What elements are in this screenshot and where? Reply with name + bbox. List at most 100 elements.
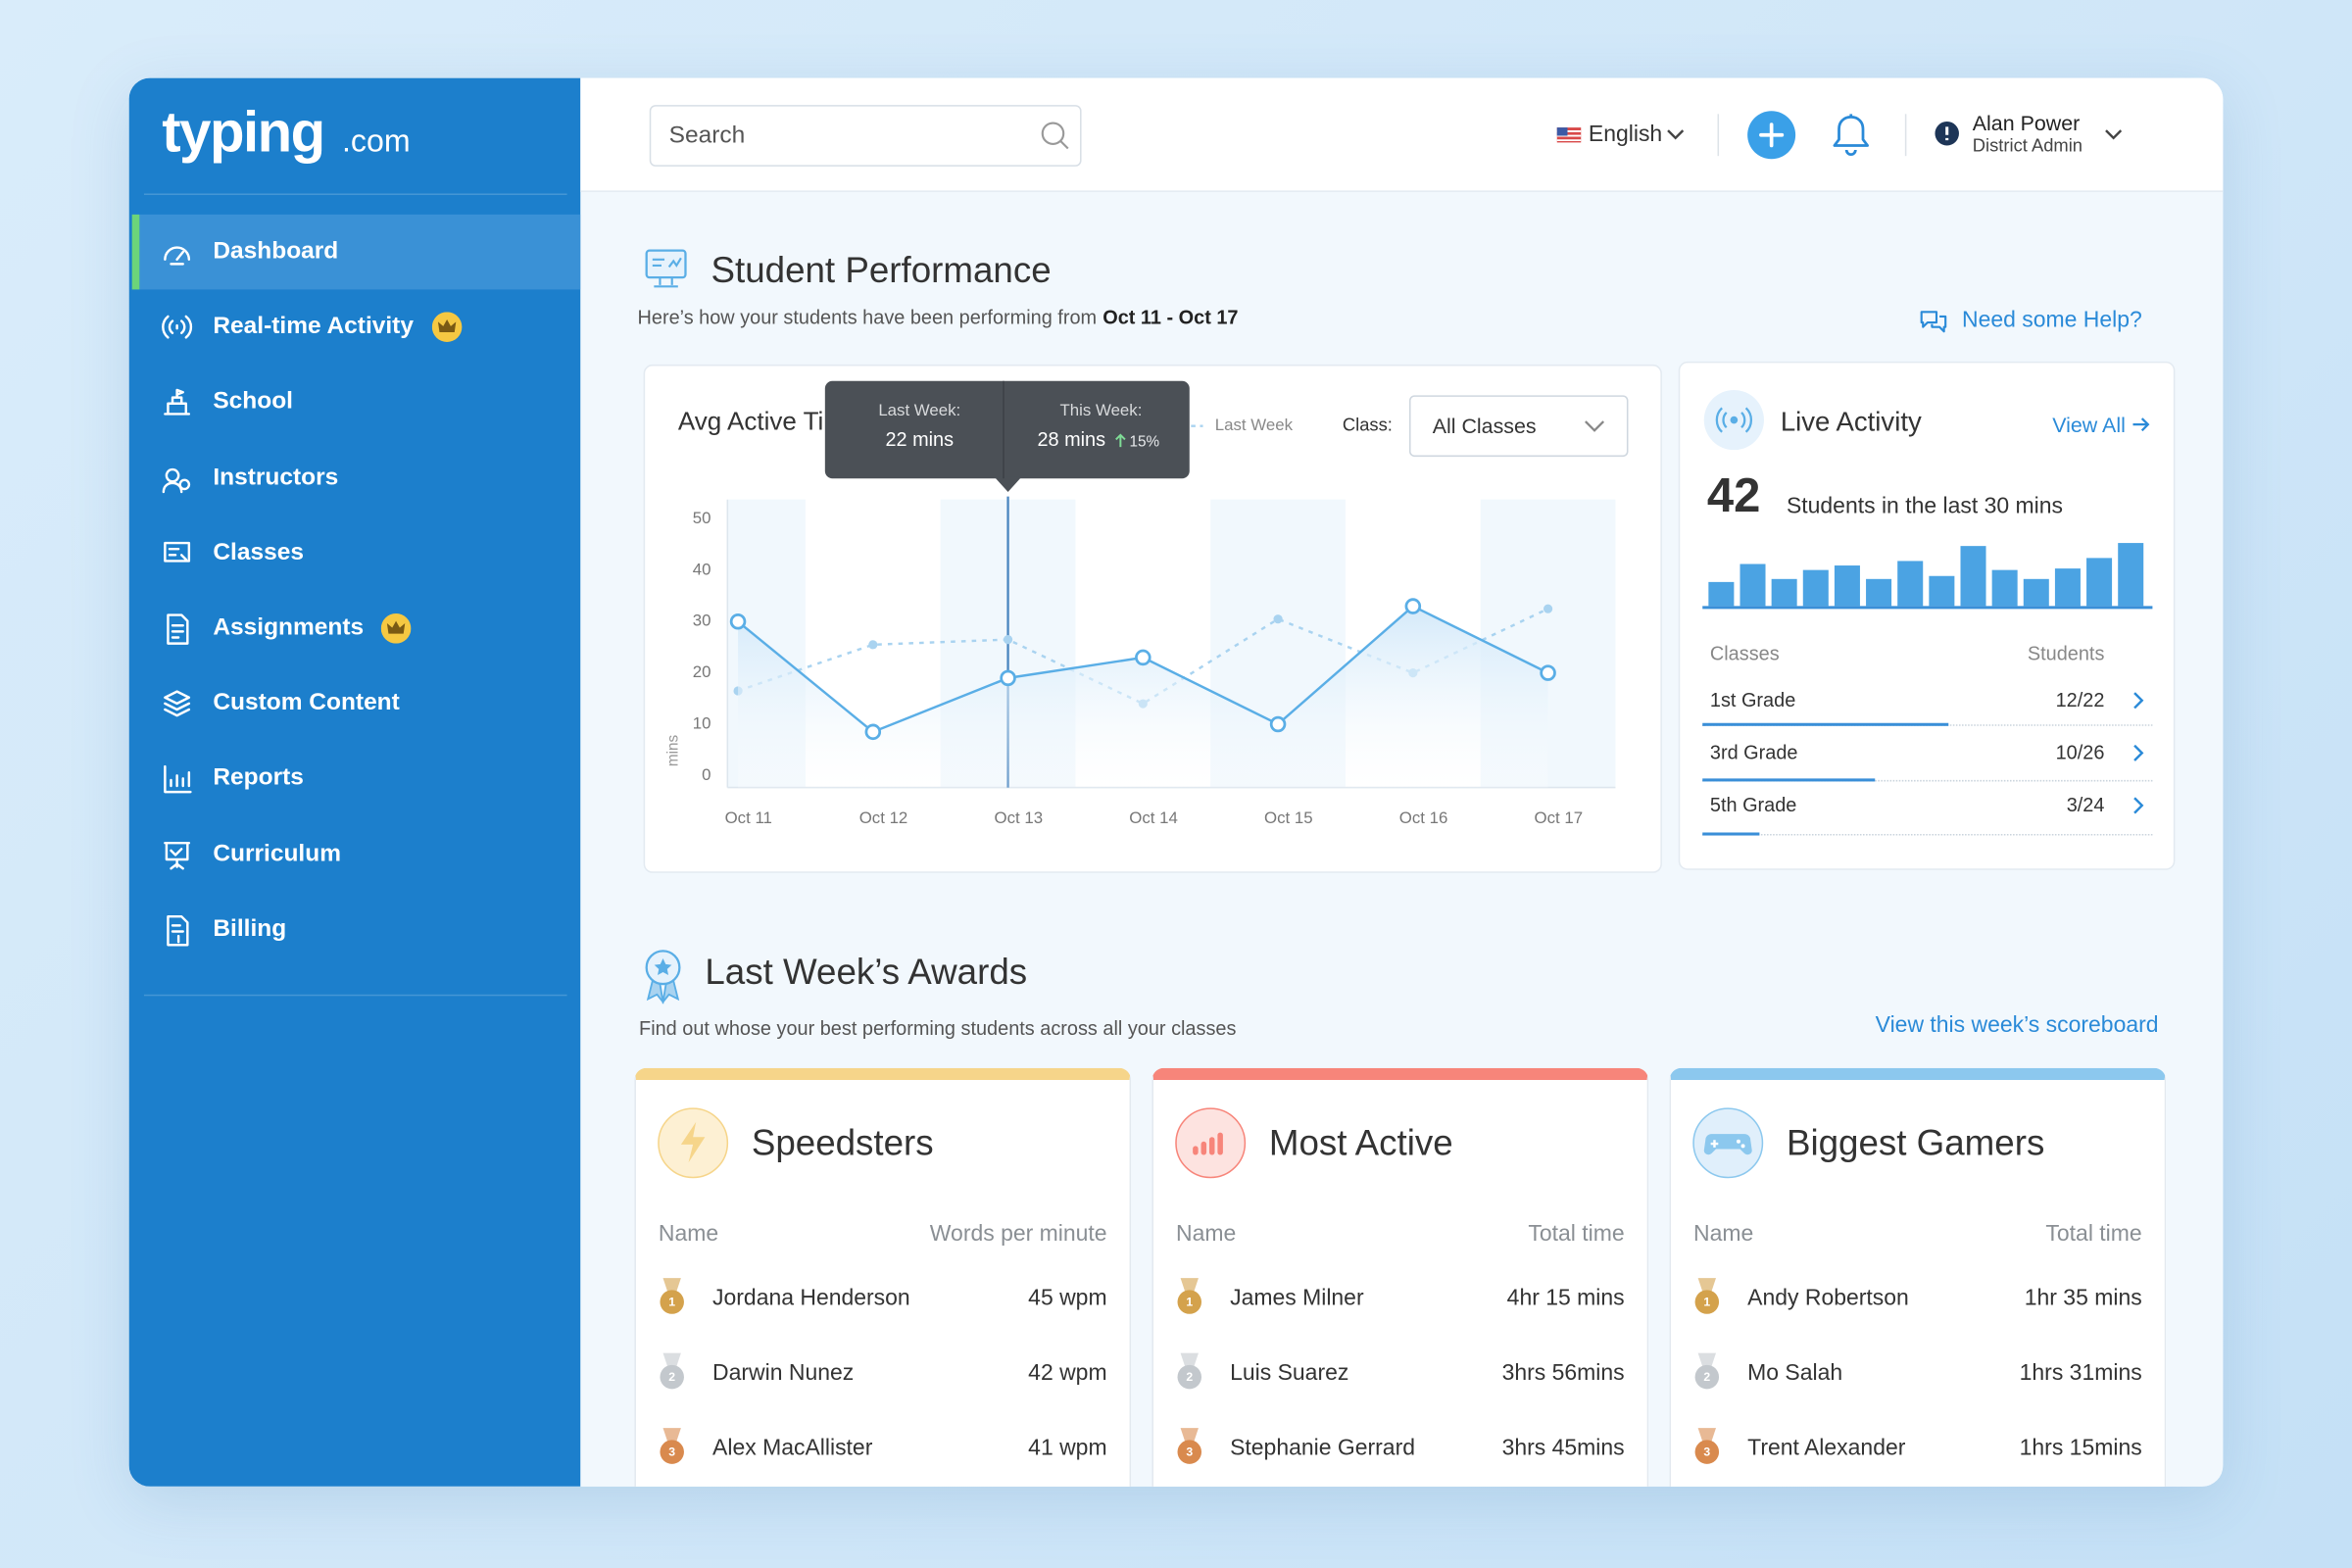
premium-badge xyxy=(381,613,413,644)
nav-item[interactable]: Dashboard xyxy=(139,214,581,290)
table-header: Students xyxy=(2027,642,2105,665)
icon-shape xyxy=(1193,1146,1199,1155)
icon-shape xyxy=(1703,1134,1752,1155)
activity-bar xyxy=(1740,564,1766,607)
data-point xyxy=(1543,604,1553,613)
activity-bar xyxy=(2023,578,2049,607)
nav-icon-shape xyxy=(164,389,191,416)
data-point xyxy=(868,640,878,650)
chevron-shape xyxy=(2133,797,2144,814)
student-name[interactable]: Mo Salah xyxy=(1747,1360,1843,1387)
medal-rank: 2 xyxy=(668,1370,675,1384)
data-point xyxy=(1540,664,1556,681)
notifications[interactable] xyxy=(1832,113,1871,158)
scoreboard-link[interactable]: View this week’s scoreboard xyxy=(1875,1012,2159,1039)
column-header: Name xyxy=(658,1220,719,1247)
activity-bars xyxy=(1702,543,2153,610)
help-icon xyxy=(1920,311,1947,333)
logo: typing xyxy=(162,102,325,166)
arrow-icon xyxy=(2132,417,2150,432)
user-name[interactable]: Alan Power xyxy=(1972,111,2081,135)
activity-bar xyxy=(1866,578,1892,607)
medal-disc xyxy=(1694,1364,1720,1390)
medal-disc xyxy=(660,1364,684,1390)
class-name[interactable]: 3rd Grade xyxy=(1709,741,1798,764)
icon-shape xyxy=(1208,1137,1215,1155)
class-name[interactable]: 5th Grade xyxy=(1709,793,1797,816)
student-name[interactable]: Jordana Henderson xyxy=(712,1285,910,1311)
live-count-label: Students in the last 30 mins xyxy=(1786,493,2064,519)
progress-track xyxy=(1702,779,2153,781)
medal: 2 xyxy=(660,1352,684,1390)
add-button[interactable] xyxy=(1747,111,1796,160)
nav-icon-shape xyxy=(162,316,193,339)
language[interactable]: English xyxy=(1588,121,1663,147)
activity-bar xyxy=(2054,568,2081,607)
nav-label: Reports xyxy=(213,765,304,792)
search-box[interactable]: Search xyxy=(649,105,1082,167)
x-tick-label: Oct 15 xyxy=(1264,808,1313,827)
nav-icon-shape xyxy=(167,613,189,645)
class-students: 3/24 xyxy=(2066,793,2105,816)
app-window: typing .com Dashboard Real-time Activity Sch… xyxy=(128,77,2224,1487)
data-point xyxy=(864,723,882,741)
nav-item[interactable]: Billing xyxy=(139,892,580,967)
tooltip-value: 22 mins xyxy=(885,429,954,451)
student-name[interactable]: Stephanie Gerrard xyxy=(1230,1435,1415,1461)
activity-bar xyxy=(1771,578,1797,607)
nav-item[interactable]: School xyxy=(139,366,580,441)
student-name[interactable]: Trent Alexander xyxy=(1747,1435,1906,1461)
chevron xyxy=(2105,129,2123,140)
nav-label: Assignments xyxy=(213,614,365,641)
nav-item[interactable]: Custom Content xyxy=(139,666,580,742)
student-name[interactable]: Andy Robertson xyxy=(1747,1285,1909,1311)
nav-item[interactable]: Real-time Activity xyxy=(139,290,580,366)
icon-shape xyxy=(680,1121,706,1163)
column-header: Total time xyxy=(2045,1220,2142,1247)
column-header: Total time xyxy=(1528,1220,1625,1247)
award-card: Biggest Gamers Name Total time 1 Andy Robert… xyxy=(1669,1067,2167,1487)
nav-item[interactable]: Instructors xyxy=(139,440,580,515)
tooltip-value: 28 mins xyxy=(1037,429,1105,451)
nav-label: School xyxy=(213,389,293,416)
class-name[interactable]: 1st Grade xyxy=(1709,688,1796,711)
arrow-shape xyxy=(2132,417,2150,432)
medal-ribbon xyxy=(1697,1428,1717,1442)
progress-track xyxy=(1702,834,2153,836)
nav-icon xyxy=(164,841,191,869)
student-value: 3hrs 56mins xyxy=(1501,1360,1625,1387)
chart-card: 0 10 20 30 40 50 mins Oct 11 Oct 12 Oct 13 Oct 14 O… xyxy=(643,364,1662,873)
student-name[interactable]: Alex MacAllister xyxy=(712,1435,873,1461)
student-name[interactable]: Luis Suarez xyxy=(1230,1360,1349,1387)
x-tick-label: Oct 16 xyxy=(1399,808,1448,827)
sidebar: typing .com Dashboard Real-time Activity Sch… xyxy=(128,77,581,1487)
nav-icon-shape xyxy=(167,914,189,947)
nav-item[interactable]: Curriculum xyxy=(139,817,580,893)
student-value: 42 wpm xyxy=(1028,1360,1107,1387)
tooltip-arrow xyxy=(994,476,1022,493)
column-header: Name xyxy=(1693,1220,1754,1247)
activity-bar xyxy=(1991,569,2018,607)
nav-item[interactable]: Assignments xyxy=(139,591,580,666)
student-name[interactable]: James Milner xyxy=(1230,1285,1364,1311)
student-name[interactable]: Darwin Nunez xyxy=(712,1360,855,1387)
nav-icon xyxy=(167,914,189,947)
nav-item[interactable]: Reports xyxy=(139,742,580,817)
data-point xyxy=(1273,614,1283,624)
activity-bar xyxy=(2086,558,2113,607)
help-link[interactable]: Need some Help? xyxy=(1962,307,2142,333)
nav-icon xyxy=(167,613,189,645)
nav-icon xyxy=(164,765,192,794)
view-all-link[interactable]: View All xyxy=(2052,412,2126,437)
active-indicator xyxy=(131,214,140,290)
award-card: Speedsters Name Words per minute 1 Jordana H… xyxy=(634,1067,1132,1487)
activity-bar xyxy=(1897,561,1924,607)
class-dropdown[interactable]: All Classes xyxy=(1408,395,1629,458)
chevron-shape xyxy=(1667,129,1685,140)
activity-bar xyxy=(2118,543,2144,607)
nav-item[interactable]: Classes xyxy=(139,515,580,591)
table-header: Classes xyxy=(1709,642,1780,665)
nav-icon-shape xyxy=(162,467,191,493)
nav-label: Classes xyxy=(213,539,304,565)
